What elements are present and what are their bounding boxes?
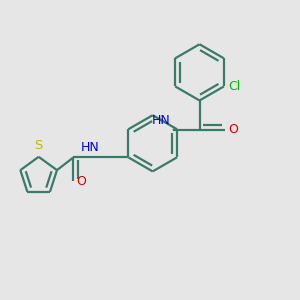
Text: S: S — [34, 139, 43, 152]
Text: O: O — [77, 175, 86, 188]
Text: Cl: Cl — [228, 80, 240, 93]
Text: HN: HN — [152, 114, 171, 127]
Text: O: O — [228, 123, 238, 136]
Text: HN: HN — [81, 141, 99, 154]
